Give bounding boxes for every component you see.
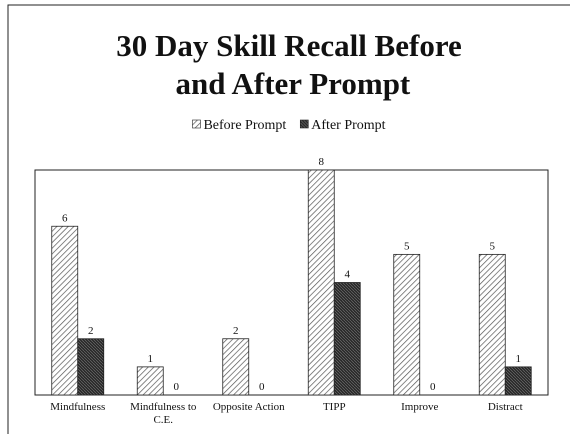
bar xyxy=(393,253,421,396)
data-label: 0 xyxy=(259,381,265,393)
legend-label: After Prompt xyxy=(311,118,385,133)
data-label: 8 xyxy=(319,156,325,168)
bar xyxy=(504,366,532,396)
bar xyxy=(77,338,105,396)
data-label: 5 xyxy=(404,240,410,252)
legend: Before Prompt After Prompt xyxy=(192,118,386,133)
data-label: 1 xyxy=(148,353,154,365)
legend-swatch xyxy=(192,119,201,129)
bar xyxy=(333,282,361,396)
data-label: 2 xyxy=(88,325,94,337)
legend-label: Before Prompt xyxy=(203,118,286,133)
data-label: 2 xyxy=(233,325,239,337)
x-tick-label: Improve xyxy=(401,401,439,413)
data-label: 4 xyxy=(345,269,351,281)
legend-swatch xyxy=(299,119,309,129)
bar xyxy=(51,225,79,396)
x-tick-label: Opposite Action xyxy=(212,401,285,413)
x-tick-label: TIPP xyxy=(322,401,346,413)
data-label: 1 xyxy=(516,353,522,365)
bar xyxy=(136,366,164,396)
chart-title: 30 Day Skill Recall Before and After Pro… xyxy=(116,28,462,101)
bar xyxy=(222,338,250,396)
x-tick-label: Distract xyxy=(487,401,523,413)
x-tick-label: Mindfulness xyxy=(50,401,106,413)
bar xyxy=(307,169,335,396)
x-tick-label: Mindfulness to C.E. xyxy=(130,401,197,426)
chart-border xyxy=(7,4,570,434)
plot-border xyxy=(34,169,549,396)
data-label: 6 xyxy=(62,212,68,224)
data-label: 5 xyxy=(490,240,496,252)
data-label: 0 xyxy=(174,381,180,393)
bar xyxy=(478,253,506,396)
data-label: 0 xyxy=(430,381,436,393)
